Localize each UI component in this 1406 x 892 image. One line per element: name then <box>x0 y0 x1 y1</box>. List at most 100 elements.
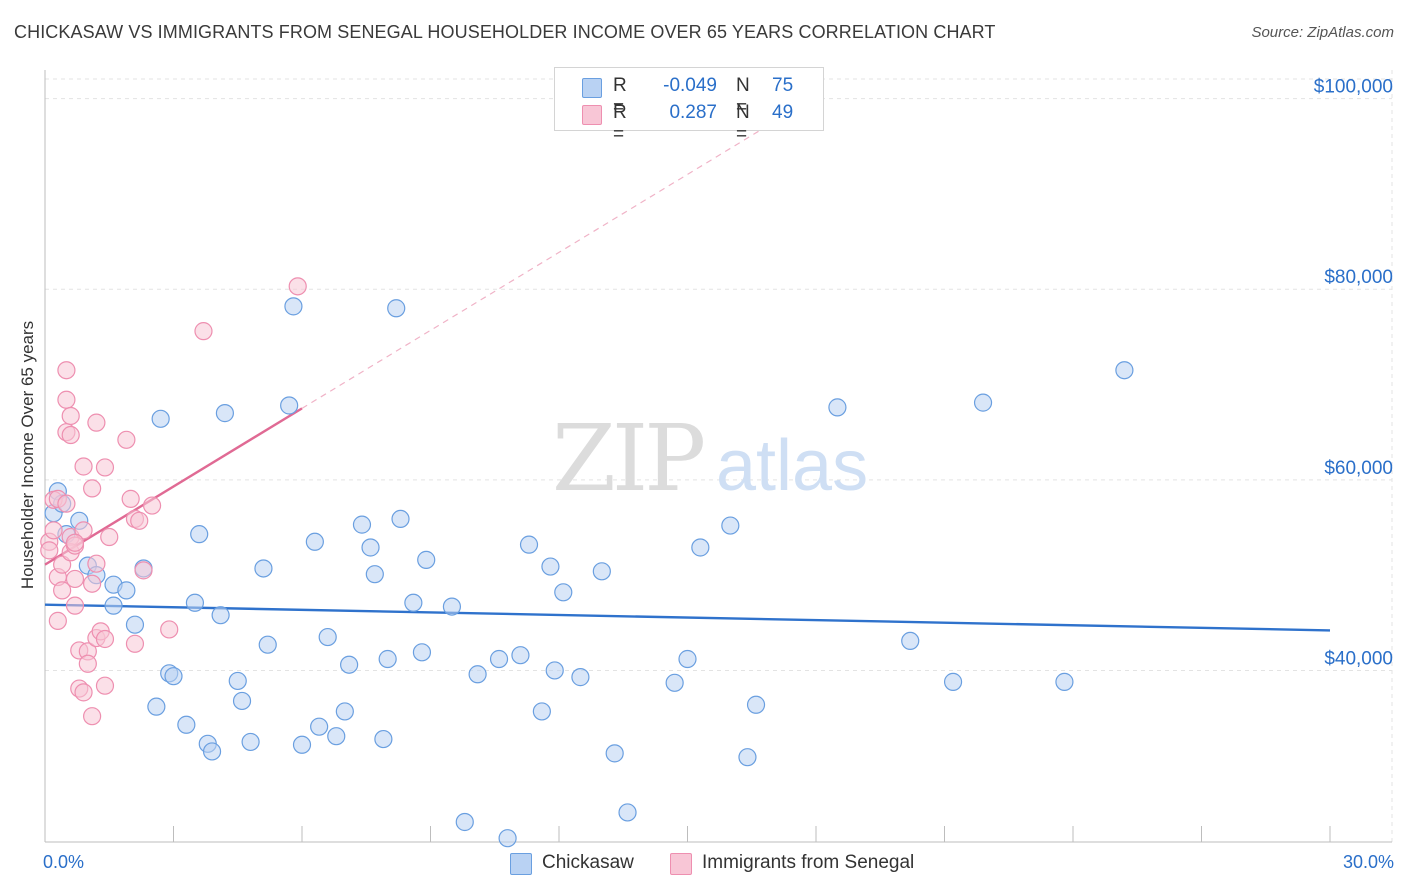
legend-swatch-chickasaw <box>582 78 602 98</box>
trend-lines <box>44 121 1331 632</box>
data-point <box>545 661 564 680</box>
data-point <box>147 697 166 716</box>
legend-swatch-senegal <box>670 853 692 875</box>
trend-line-dashed <box>301 121 774 409</box>
grid-lines <box>45 70 1393 842</box>
data-point <box>292 735 312 754</box>
data-point <box>100 527 119 547</box>
data-point <box>211 606 230 625</box>
data-point <box>117 430 136 449</box>
legend-r-value: 0.287 <box>669 102 717 123</box>
data-point <box>61 406 80 426</box>
data-point <box>901 631 920 650</box>
data-point <box>142 496 162 515</box>
points-layer <box>40 277 1134 848</box>
data-point <box>592 562 611 581</box>
x-tick-label-min: 0.0% <box>43 852 85 872</box>
data-point <box>305 532 324 551</box>
data-point <box>125 615 145 634</box>
data-point <box>74 457 93 476</box>
legend-label-senegal: Immigrants from Senegal <box>702 852 915 873</box>
trend-line-senegal <box>44 407 303 566</box>
data-point <box>194 322 213 341</box>
data-point <box>104 596 123 615</box>
y-tick-label: $40,000 <box>1324 648 1393 669</box>
legend-swatch-chickasaw <box>510 853 532 875</box>
correlation-legend: R = -0.049 N = 75 R = 0.287 N = 49 <box>554 67 824 145</box>
legend-swatch-senegal <box>582 105 602 125</box>
data-point <box>412 643 432 662</box>
data-point <box>83 574 102 593</box>
data-point <box>134 561 153 580</box>
data-point <box>498 829 517 848</box>
data-point <box>310 717 329 736</box>
data-point <box>468 665 487 684</box>
y-axis-label: Householder Income Over 65 years <box>18 320 37 590</box>
data-point <box>365 565 384 584</box>
data-point <box>164 667 183 686</box>
data-point <box>327 727 346 746</box>
y-tick-label: $100,000 <box>1314 77 1393 98</box>
data-point <box>746 695 766 714</box>
data-point <box>340 655 359 674</box>
data-point <box>48 611 67 630</box>
data-point <box>352 515 372 534</box>
data-point <box>455 812 474 832</box>
y-tick-labels: $40,000 $60,000 $80,000 $100,000 <box>1314 77 1393 670</box>
data-point <box>284 297 303 316</box>
data-point <box>125 634 145 653</box>
data-point <box>404 593 423 612</box>
data-point <box>335 702 354 721</box>
data-point <box>215 404 234 423</box>
data-point <box>177 715 196 734</box>
data-point <box>57 390 76 409</box>
data-point <box>665 673 684 692</box>
x-tick-label-max: 30.0% <box>1342 852 1394 872</box>
data-point <box>721 516 740 535</box>
y-tick-label: $80,000 <box>1324 267 1393 288</box>
data-point <box>74 521 93 540</box>
data-point <box>318 627 337 647</box>
data-point <box>532 702 551 721</box>
data-point <box>95 676 115 695</box>
axes <box>44 70 1392 843</box>
data-point <box>417 550 436 569</box>
data-point <box>53 555 72 574</box>
data-point <box>185 593 205 612</box>
data-point <box>83 479 102 498</box>
data-point <box>87 554 106 573</box>
series-senegal <box>40 277 307 726</box>
data-point <box>738 748 757 767</box>
data-point <box>87 413 106 432</box>
data-point <box>378 649 397 669</box>
legend-n-label: N = <box>736 102 750 145</box>
data-point <box>95 458 115 477</box>
data-point <box>1055 672 1074 691</box>
watermark-atlas: atlas <box>716 426 868 506</box>
data-point <box>605 744 624 763</box>
data-point <box>61 425 80 445</box>
data-point <box>489 649 509 669</box>
data-point <box>57 494 76 513</box>
chart-source: Source: ZipAtlas.com <box>1251 24 1394 41</box>
data-point <box>691 538 710 557</box>
data-point <box>391 509 410 529</box>
chart-title: CHICKASAW VS IMMIGRANTS FROM SENEGAL HOU… <box>14 22 996 42</box>
legend-n-value: 75 <box>772 75 794 96</box>
data-point <box>57 361 76 380</box>
data-point <box>44 521 63 540</box>
data-point <box>117 581 136 600</box>
data-point <box>541 557 560 576</box>
data-point <box>943 672 963 691</box>
data-point <box>160 620 179 639</box>
data-point <box>511 646 530 665</box>
data-point <box>78 654 97 673</box>
data-point <box>519 535 539 554</box>
data-point <box>232 691 252 711</box>
data-point <box>202 742 222 761</box>
watermark-zip: ZIP <box>552 405 703 512</box>
data-point <box>554 583 573 602</box>
data-point <box>95 629 115 649</box>
data-point <box>65 533 85 552</box>
data-point <box>74 683 93 702</box>
